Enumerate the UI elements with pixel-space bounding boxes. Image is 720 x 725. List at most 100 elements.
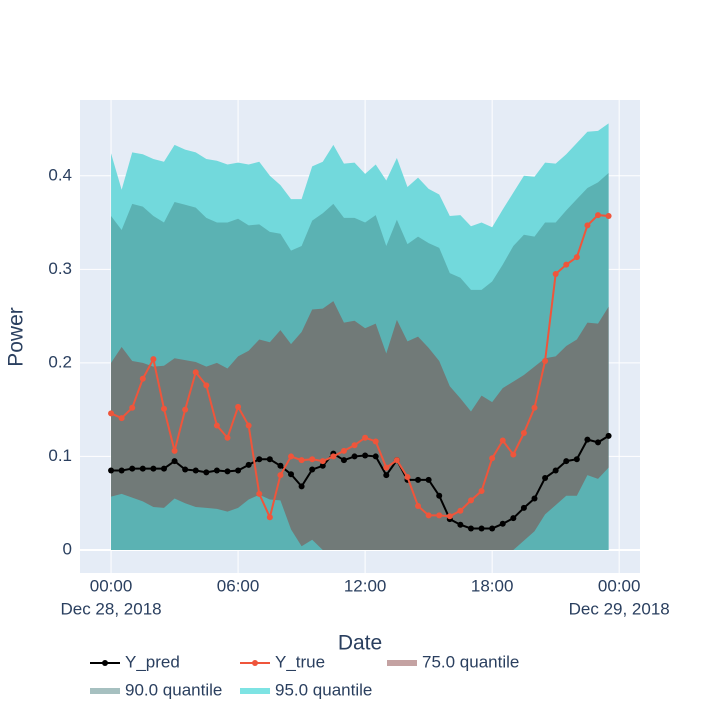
point	[160, 405, 167, 412]
point	[118, 415, 125, 422]
y-tick-label: 0.1	[48, 446, 72, 465]
point	[171, 447, 178, 454]
point	[563, 458, 570, 465]
y-tick-label: 0.2	[48, 352, 72, 371]
point	[330, 453, 337, 460]
point	[192, 369, 199, 376]
ticks: 0 0.1 0.2 0.3 0.4 00:00 Dec 28, 2018 06:00 12:00…	[48, 165, 669, 618]
point	[489, 525, 496, 532]
point	[319, 458, 326, 465]
point	[129, 465, 136, 472]
point	[499, 520, 506, 527]
point	[457, 521, 464, 528]
point	[510, 451, 517, 458]
point	[563, 261, 570, 268]
point	[531, 404, 538, 411]
y-tick-label: 0.3	[48, 259, 72, 278]
point	[467, 525, 474, 532]
point	[584, 436, 591, 443]
point	[235, 403, 242, 410]
point	[245, 422, 252, 429]
legend-label: Y_true	[275, 652, 325, 671]
point	[351, 442, 358, 449]
point	[139, 465, 146, 472]
point	[171, 458, 178, 465]
point	[573, 456, 580, 463]
point	[595, 212, 602, 219]
point	[573, 254, 580, 261]
point	[351, 453, 358, 460]
x-tick-label: 12:00	[344, 576, 387, 595]
point	[415, 503, 422, 510]
legend-marker	[252, 660, 258, 666]
point	[552, 271, 559, 278]
point	[224, 468, 231, 475]
point	[150, 465, 157, 472]
legend-label: 95.0 quantile	[275, 680, 372, 699]
point	[108, 410, 115, 417]
bands	[111, 123, 609, 550]
point	[277, 462, 284, 469]
point	[277, 472, 284, 479]
point	[489, 455, 496, 462]
point	[340, 457, 347, 464]
point	[266, 514, 273, 521]
legend-label: 90.0 quantile	[125, 680, 222, 699]
point	[552, 467, 559, 474]
x-tick-label: 06:00	[217, 576, 260, 595]
point	[139, 375, 146, 382]
point	[510, 515, 517, 522]
point	[542, 358, 549, 365]
point	[425, 476, 432, 483]
series-line	[110, 214, 609, 521]
point	[340, 447, 347, 454]
point	[203, 469, 210, 476]
point	[108, 467, 115, 474]
point	[288, 453, 295, 460]
point	[457, 507, 464, 514]
legend-label: Y_pred	[125, 652, 180, 671]
legend: Y_pred Y_true 75.0 quantile 90.0 quantile 95…	[90, 652, 519, 699]
point	[182, 406, 189, 413]
point	[499, 437, 506, 444]
point	[383, 472, 390, 479]
point	[584, 222, 591, 229]
y-axis-label: Power	[5, 307, 28, 367]
point	[235, 467, 242, 474]
point	[203, 382, 210, 389]
point	[404, 474, 411, 481]
point	[520, 504, 527, 511]
point	[288, 471, 295, 478]
point	[372, 453, 379, 460]
point	[129, 404, 136, 411]
point	[425, 512, 432, 519]
point	[309, 466, 316, 473]
point	[298, 457, 305, 464]
point	[372, 438, 379, 445]
y-tick-label: 0	[63, 539, 72, 558]
point	[298, 483, 305, 490]
point	[118, 467, 125, 474]
point	[182, 466, 189, 473]
point	[256, 456, 263, 463]
point	[362, 434, 369, 441]
point	[393, 457, 400, 464]
point	[436, 492, 443, 499]
legend-marker	[102, 660, 108, 666]
x-tick-label: 00:00	[90, 576, 133, 595]
point	[160, 465, 167, 472]
x-axis-label: Date	[338, 632, 382, 655]
point	[415, 476, 422, 483]
quantile-band	[111, 301, 609, 550]
point	[467, 497, 474, 504]
point	[150, 356, 157, 363]
point	[595, 439, 602, 446]
point	[446, 513, 453, 520]
point	[362, 452, 369, 459]
point	[478, 525, 485, 532]
point	[542, 474, 549, 481]
point	[245, 461, 252, 468]
point	[531, 495, 538, 502]
point	[256, 490, 263, 497]
